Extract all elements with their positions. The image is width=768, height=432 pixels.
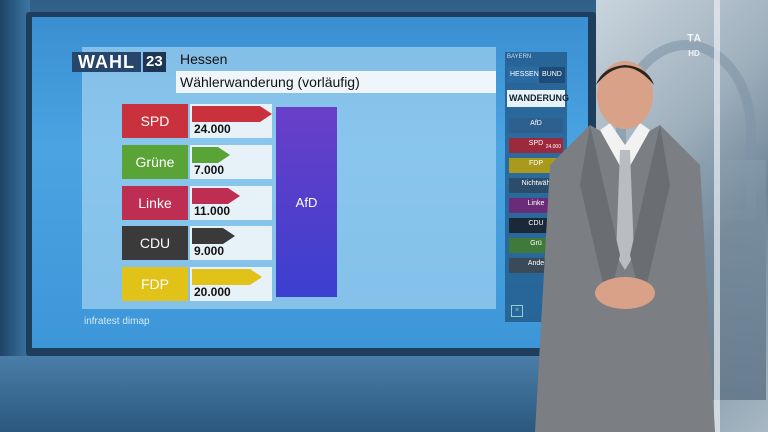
tab-bayern[interactable]: BAYERN xyxy=(507,54,532,60)
party-row: Linke 11.000 xyxy=(122,186,272,220)
flow-bar xyxy=(192,269,262,285)
state-title: Hessen xyxy=(180,51,228,67)
flow-bar xyxy=(192,147,230,163)
channel-logo-text: ᵀᴬ xyxy=(687,32,701,49)
menu-heading: WANDERUNG xyxy=(507,90,569,107)
party-label: Grüne xyxy=(122,145,188,179)
menu-item-label: Ande xyxy=(527,260,545,267)
party-row: FDP 20.000 xyxy=(122,267,272,301)
tab-hessen[interactable]: HESSEN xyxy=(507,67,542,83)
menu-item[interactable]: AfD xyxy=(509,118,563,133)
menu-item-label: Nichtwäh xyxy=(521,180,551,187)
party-label: FDP xyxy=(122,267,188,301)
menu-item-label: CDU xyxy=(528,220,544,227)
party-row: CDU 9.000 xyxy=(122,226,272,260)
bar-value-label: 24.000 xyxy=(194,122,231,136)
close-icon[interactable]: × xyxy=(511,305,523,317)
wahl-logo: WAHL 23 xyxy=(72,52,166,72)
menu-item-value: 24.000 xyxy=(545,144,561,150)
target-party-bar: AfD xyxy=(276,107,337,297)
flow-bar xyxy=(192,228,235,244)
menu-item-label: SPD xyxy=(528,140,544,147)
bar-value-label: 20.000 xyxy=(194,285,231,299)
hd-label: HD xyxy=(688,49,700,58)
menu-item-label: Grü xyxy=(530,240,542,247)
menu-item-label: FDP xyxy=(529,160,543,167)
channel-logo-icon: ᵀᴬ HD xyxy=(680,32,708,58)
wahl-logo-year: 23 xyxy=(143,52,166,72)
bar-value-label: 9.000 xyxy=(194,244,225,258)
wahl-logo-word: WAHL xyxy=(72,52,141,72)
studio-floor xyxy=(0,356,600,432)
flow-bar xyxy=(192,188,240,204)
menu-item[interactable]: SPD 24.000 xyxy=(509,138,563,153)
chart-title: Wählerwanderung (vorläufig) xyxy=(176,71,496,93)
menu-item-label: AfD xyxy=(530,120,542,127)
menu-item-label: Linke xyxy=(527,200,545,207)
party-label: Linke xyxy=(122,186,188,220)
party-row: SPD 24.000 xyxy=(122,104,272,138)
party-label: CDU xyxy=(122,226,188,260)
target-party-label: AfD xyxy=(295,194,318,210)
presenter xyxy=(535,61,715,432)
flow-bar xyxy=(192,106,272,122)
party-label: SPD xyxy=(122,104,188,138)
party-row: Grüne 7.000 xyxy=(122,145,272,179)
bar-value-label: 7.000 xyxy=(194,163,225,177)
studio-pillar xyxy=(714,0,720,432)
bar-value-label: 11.000 xyxy=(194,204,231,218)
tab-bund[interactable]: BUND xyxy=(539,67,565,83)
source-label: infratest dimap xyxy=(84,316,150,327)
